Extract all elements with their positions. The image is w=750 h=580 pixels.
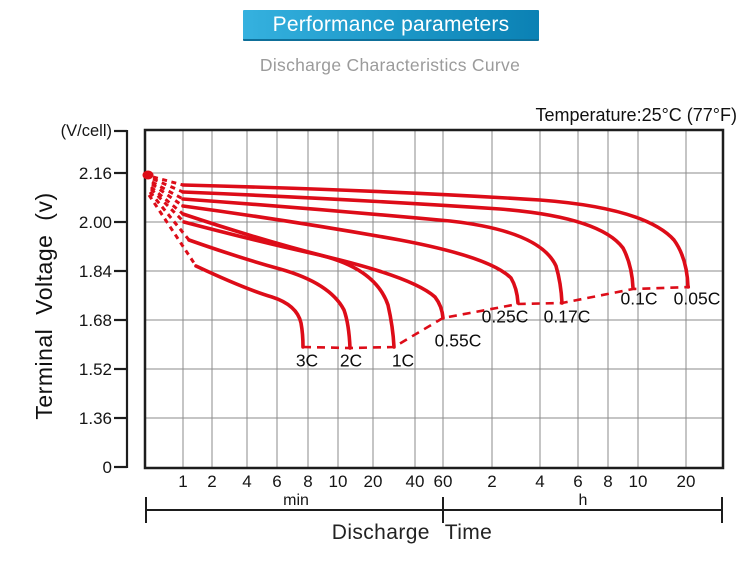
curve-label-2c: 2C: [339, 350, 363, 371]
x-tick-label: 4: [535, 472, 545, 491]
y-tick-label: 1.52: [78, 360, 112, 379]
banner: Performance parameters: [243, 10, 539, 41]
x-unit-bracket: [145, 497, 723, 523]
y-unit-label: (V/cell): [60, 122, 112, 140]
open-circuit-point: [142, 170, 154, 180]
x-tick-label: 10: [328, 472, 348, 491]
x-tick-label: 10: [628, 472, 648, 491]
x-tick-label: 8: [303, 472, 313, 491]
x-axis-title: Discharge Time: [331, 521, 493, 544]
curve-1C: [182, 220, 396, 349]
y-axis: [114, 129, 129, 469]
x-tick-label: 4: [242, 472, 252, 491]
curve-0.25C: [181, 204, 520, 305]
chart-subtitle: Discharge Characteristics Curve: [259, 55, 521, 75]
curve-2C: [187, 238, 352, 350]
x-tick-label: 2: [207, 472, 217, 491]
curve-0.1C: [181, 190, 635, 290]
x-tick-label: 20: [676, 472, 696, 491]
curve-0.05C: [181, 183, 690, 289]
y-tick-label: 2.00: [78, 213, 112, 232]
curve-0.17C: [181, 197, 564, 305]
banner-title: Performance parameters: [272, 12, 510, 36]
temperature-note: Temperature:25°C (77°F): [535, 105, 737, 125]
curve-0.55C: [181, 212, 445, 320]
y-tick-label: 2.16: [78, 164, 112, 183]
minutes-unit-label: min: [283, 492, 309, 509]
curve-label-025c: 0.25C: [481, 306, 529, 327]
x-tick-label: 6: [573, 472, 583, 491]
x-tick-label: 2: [487, 472, 497, 491]
curve-label-3c: 3C: [295, 350, 319, 371]
x-tick-label: 60: [433, 472, 453, 491]
curve-label-055c: 0.55C: [434, 330, 482, 351]
curve-3C: [194, 264, 305, 349]
discharge-curves: [181, 183, 690, 350]
hours-unit-label: h: [578, 492, 588, 509]
y-tick-label: 1.68: [78, 311, 112, 330]
start-fan-dashed-lines: [147, 175, 198, 267]
curve-label-1c: 1C: [391, 350, 415, 371]
y-tick-label: 1.84: [78, 262, 112, 281]
x-tick-label: 8: [603, 472, 613, 491]
end-of-discharge-dashed-line: [302, 285, 691, 350]
curve-label-017c: 0.17C: [543, 306, 591, 327]
x-tick-label: 6: [272, 472, 282, 491]
x-tick-label: 1: [178, 472, 188, 491]
x-tick-label: 20: [363, 472, 383, 491]
curve-label-01c: 0.1C: [620, 288, 658, 309]
curve-label-005c: 0.05C: [673, 288, 721, 309]
y-tick-label: 0: [102, 458, 112, 477]
y-axis-title: Terminal Voltage (v): [31, 192, 57, 420]
y-tick-label: 1.36: [78, 409, 112, 428]
x-tick-label: 40: [405, 472, 425, 491]
plot-border: [143, 128, 725, 470]
